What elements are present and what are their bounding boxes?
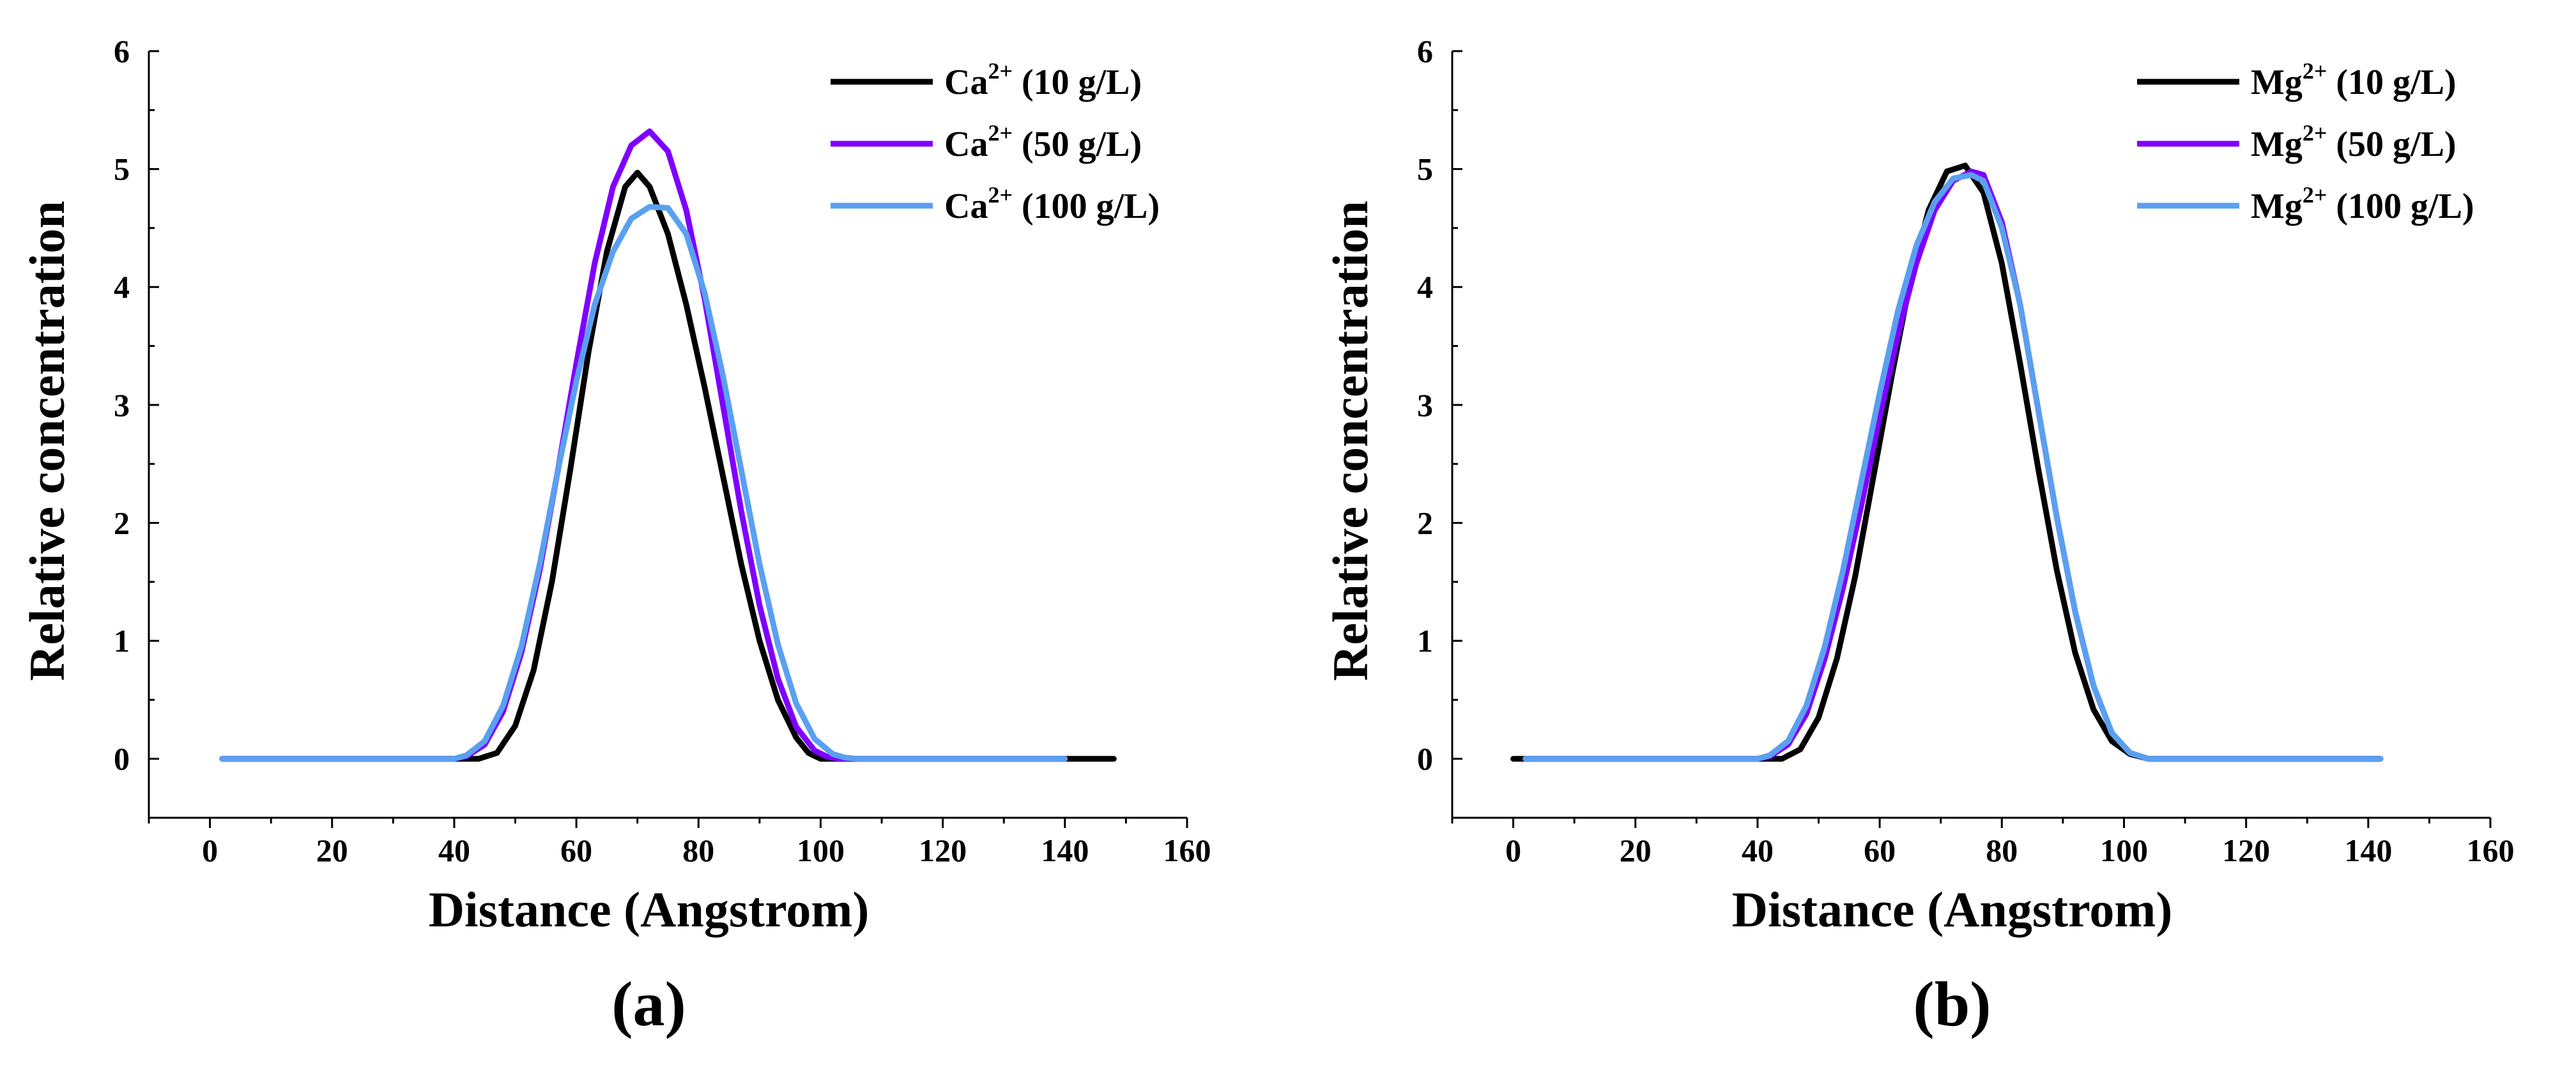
y-tick-label: 5	[1417, 151, 1433, 187]
x-tick-label: 120	[2222, 832, 2270, 868]
series-line-ca-2	[219, 204, 1068, 762]
series-line-mg-2	[1522, 172, 2384, 762]
x-tick-label: 0	[202, 832, 218, 868]
series-line-ca-0	[219, 169, 1117, 762]
legend-entry: Ca2+ (50 g/L)	[831, 120, 1142, 164]
y-tick-label: 6	[1417, 33, 1433, 69]
x-tick-label: 40	[1742, 832, 1774, 868]
panel-a: 0 20 40 60 80 100 120 140 160 0 1 2 3 4 5 6 Ca2+ (10 g/…	[19, 33, 1211, 1039]
x-tick-label: 140	[1041, 832, 1089, 868]
series-line-ca-1	[219, 128, 1068, 762]
x-tick-label: 100	[797, 832, 845, 868]
x-axis-title: Distance (Angstrom)	[429, 882, 870, 937]
x-tick-label: 80	[1986, 832, 2018, 868]
legend-label: Mg2+ (50 g/L)	[2251, 120, 2457, 164]
legend-entry: Mg2+ (50 g/L)	[2137, 120, 2457, 164]
x-tick-label: 20	[316, 832, 348, 868]
x-tick-label: 100	[2100, 832, 2148, 868]
legend-entry: Ca2+ (10 g/L)	[831, 58, 1142, 102]
legend-entry: Mg2+ (10 g/L)	[2137, 58, 2457, 102]
x-tick-label: 160	[1163, 832, 1211, 868]
x-tick-label: 60	[560, 832, 592, 868]
legend-label: Ca2+ (50 g/L)	[944, 120, 1142, 164]
y-tick-label: 2	[114, 505, 130, 540]
y-tick-label: 3	[114, 387, 130, 423]
y-tick-label: 1	[1417, 623, 1433, 659]
legend-label: Mg2+ (100 g/L)	[2251, 182, 2474, 226]
x-tick-label: 60	[1864, 832, 1896, 868]
panel-label: (a)	[611, 969, 686, 1039]
legend-label: Ca2+ (100 g/L)	[944, 182, 1160, 226]
y-tick-label: 0	[114, 741, 130, 777]
x-tick-label: 80	[682, 832, 714, 868]
x-tick-label: 0	[1505, 832, 1521, 868]
series-line-mg-1	[1522, 168, 2384, 762]
y-tick-label: 4	[1417, 269, 1433, 305]
x-tick-label: 140	[2344, 832, 2392, 868]
y-tick-label: 5	[114, 151, 130, 187]
panel-b: 0 20 40 60 80 100 120 140 160 0 1 2 3 4 5 6 Mg2+ (10 g/…	[1322, 33, 2515, 1039]
y-tick-label: 1	[114, 623, 130, 659]
legend-label: Ca2+ (10 g/L)	[944, 58, 1142, 102]
x-axis-title: Distance (Angstrom)	[1732, 882, 2173, 937]
x-tick-label: 120	[919, 832, 967, 868]
x-tick-label: 160	[2467, 832, 2515, 868]
x-tick-label: 20	[1620, 832, 1652, 868]
legend-entry: Mg2+ (100 g/L)	[2137, 182, 2474, 226]
y-tick-label: 3	[1417, 387, 1433, 423]
y-axis-title: Relative concentration	[19, 201, 75, 681]
panel-label: (b)	[1913, 969, 1991, 1039]
legend-label: Mg2+ (10 g/L)	[2251, 58, 2457, 102]
series-line-mg-0	[1510, 162, 2384, 762]
legend-entry: Ca2+ (100 g/L)	[831, 182, 1160, 226]
x-tick-label: 40	[438, 832, 470, 868]
y-axis-title: Relative concentration	[1322, 201, 1378, 681]
y-tick-label: 6	[114, 33, 130, 69]
y-tick-label: 0	[1417, 741, 1433, 777]
y-tick-label: 2	[1417, 505, 1433, 540]
y-tick-label: 4	[114, 269, 130, 305]
